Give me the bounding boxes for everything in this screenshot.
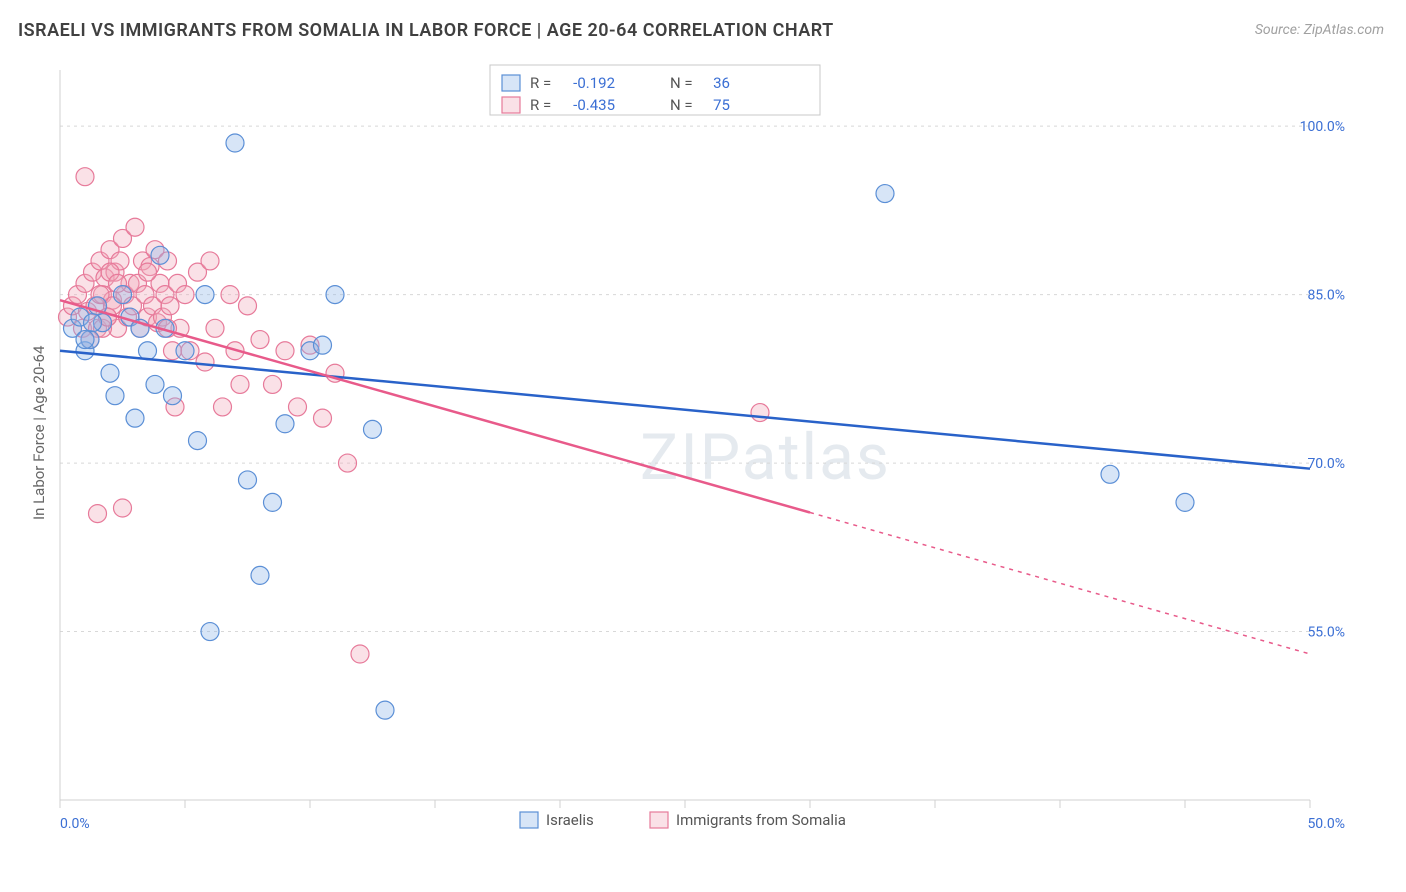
scatter-point: [139, 342, 157, 360]
scatter-point: [326, 286, 344, 304]
chart-title: ISRAELI VS IMMIGRANTS FROM SOMALIA IN LA…: [18, 20, 834, 41]
scatter-point: [206, 319, 224, 337]
scatter-point: [314, 336, 332, 354]
scatter-point: [201, 252, 219, 270]
source-attribution: Source: ZipAtlas.com: [1255, 22, 1384, 38]
scatter-point: [1176, 493, 1194, 511]
scatter-point: [164, 387, 182, 405]
y-axis-label: In Labor Force | Age 20-64: [30, 346, 48, 520]
trend-line-dashed: [810, 512, 1310, 654]
legend-swatch: [502, 97, 520, 113]
scatter-point: [114, 499, 132, 517]
x-tick-label: 0.0%: [60, 816, 90, 830]
legend-n-value: 75: [713, 96, 730, 114]
scatter-point: [351, 645, 369, 663]
scatter-point: [276, 415, 294, 433]
scatter-point: [196, 286, 214, 304]
scatter-point: [106, 387, 124, 405]
legend-series-label: Israelis: [546, 811, 594, 829]
scatter-point: [239, 297, 257, 315]
scatter-point: [114, 286, 132, 304]
scatter-point: [146, 375, 164, 393]
scatter-point: [89, 505, 107, 523]
scatter-point: [251, 566, 269, 584]
scatter-point: [151, 246, 169, 264]
scatter-point: [196, 353, 214, 371]
scatter-point: [264, 493, 282, 511]
scatter-point: [289, 398, 307, 416]
scatter-point: [751, 404, 769, 422]
scatter-point: [251, 331, 269, 349]
legend-swatch: [650, 812, 668, 828]
scatter-point: [314, 409, 332, 427]
scatter-point: [126, 409, 144, 427]
scatter-point: [364, 420, 382, 438]
scatter-point: [189, 432, 207, 450]
scatter-point: [76, 168, 94, 186]
scatter-point: [201, 623, 219, 641]
legend-r-label: R =: [530, 74, 551, 92]
legend-r-value: -0.192: [573, 74, 615, 92]
legend-r-label: R =: [530, 96, 551, 114]
legend-swatch: [502, 75, 520, 91]
scatter-point: [139, 263, 157, 281]
x-tick-label: 50.0%: [1307, 816, 1345, 830]
legend-n-label: N =: [670, 96, 693, 114]
trend-line: [60, 351, 1310, 469]
y-tick-label: 100.0%: [1300, 119, 1345, 135]
scatter-point: [126, 218, 144, 236]
series-legend: Israelis Immigrants from Somalia: [520, 811, 846, 829]
legend-n-label: N =: [670, 74, 693, 92]
scatter-point: [876, 185, 894, 203]
scatter-point: [176, 286, 194, 304]
correlation-legend: R = -0.192 N = 36 R = -0.435 N = 75: [490, 65, 820, 115]
scatter-point: [161, 297, 179, 315]
legend-n-value: 36: [713, 74, 730, 92]
legend-swatch: [520, 812, 538, 828]
scatter-point: [276, 342, 294, 360]
scatter-point: [339, 454, 357, 472]
y-tick-label: 55.0%: [1307, 625, 1345, 641]
scatter-point: [176, 342, 194, 360]
scatter-chart: 55.0% 70.0% 85.0% 100.0% 0.0% 50.0% R = -0.192 N…: [50, 60, 1350, 830]
scatter-point: [76, 331, 94, 349]
scatter-point: [101, 364, 119, 382]
scatter-point: [84, 314, 102, 332]
legend-r-value: -0.435: [573, 96, 615, 114]
scatter-point: [214, 398, 232, 416]
y-tick-label: 70.0%: [1307, 456, 1345, 472]
scatter-point: [376, 701, 394, 719]
scatter-point: [231, 375, 249, 393]
y-tick-label: 85.0%: [1307, 288, 1345, 304]
scatter-point: [221, 286, 239, 304]
scatter-point: [264, 375, 282, 393]
scatter-point: [1101, 465, 1119, 483]
legend-series-label: Immigrants from Somalia: [676, 811, 846, 829]
scatter-point: [226, 134, 244, 152]
scatter-point: [239, 471, 257, 489]
